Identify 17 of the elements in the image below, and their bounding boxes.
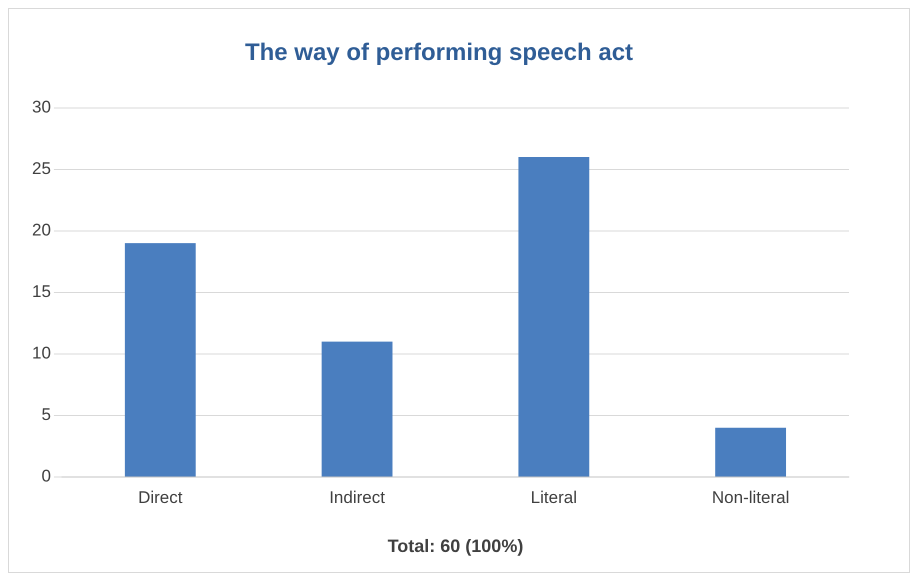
x-tick-label: Indirect	[329, 488, 386, 507]
bar	[518, 157, 590, 476]
x-tick-label: Direct	[138, 488, 183, 507]
bar	[715, 428, 786, 476]
bar	[322, 342, 392, 476]
x-tick-label: Literal	[530, 488, 577, 507]
y-tick-label: 30	[32, 97, 51, 116]
chart-title: The way of performing speech act	[244, 39, 634, 66]
bar	[124, 243, 196, 476]
y-tick-label: 15	[32, 282, 51, 302]
y-tick-label: 25	[32, 159, 51, 178]
y-tick-label: 0	[41, 466, 51, 486]
y-tick-label: 20	[32, 220, 51, 240]
x-axis-title: Total: 60 (100%)	[388, 536, 524, 556]
x-tick-label: Non-literal	[712, 488, 790, 507]
y-tick-label: 10	[32, 344, 51, 363]
y-tick-label: 5	[41, 405, 51, 424]
